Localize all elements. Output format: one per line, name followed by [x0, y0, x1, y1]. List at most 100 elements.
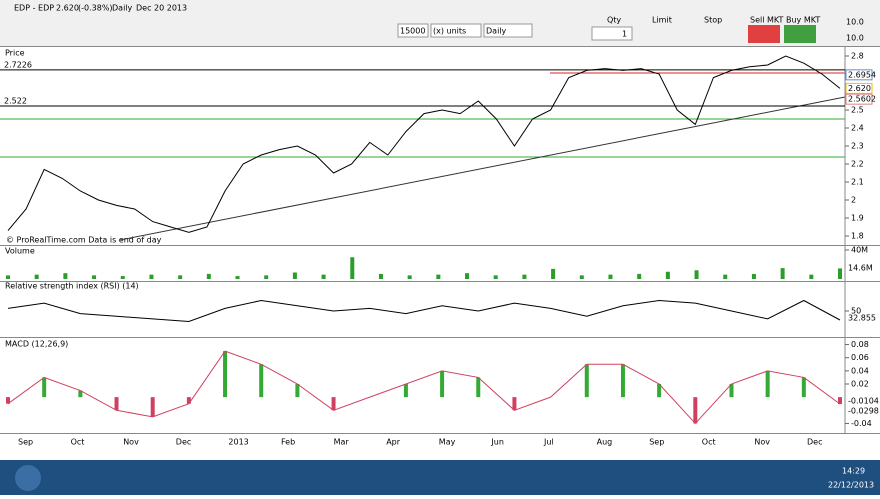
right-field: 10.0 [846, 34, 864, 43]
volume-bar [206, 273, 211, 279]
macd-bar [838, 397, 842, 404]
y-tick-label: 0.06 [851, 353, 869, 362]
x-tick-label: Feb [281, 438, 295, 447]
macd-bar [186, 397, 191, 404]
last-label: 14.6M [848, 264, 873, 273]
volume-bar [178, 275, 183, 279]
y-tick-label: 40M [851, 246, 868, 255]
volume-bar [92, 275, 97, 279]
macd-bar [223, 351, 228, 398]
x-tick-label: Jul [543, 438, 554, 447]
qty-field: 15000 [400, 27, 425, 36]
buy-button[interactable] [784, 25, 816, 43]
last-label: -0.0104 [848, 397, 879, 406]
x-tick-label: Mar [334, 438, 350, 447]
macd-bar [729, 384, 734, 398]
volume-bar [551, 268, 556, 279]
series-line [7, 299, 841, 323]
x-tick-label: Jun [490, 438, 504, 447]
window-title: EDP - EDP [14, 4, 54, 13]
qty-box[interactable] [591, 26, 633, 41]
change: (-0.38%) [78, 4, 113, 13]
volume-bar [34, 274, 39, 279]
y-tick-label: 1.8 [851, 232, 864, 241]
macd-bar [295, 384, 300, 398]
macd-bar [150, 397, 155, 417]
sep [0, 46, 880, 47]
volume-bar [407, 275, 412, 279]
qty-input[interactable] [397, 23, 429, 38]
sell-button[interactable] [748, 25, 780, 43]
clock-date: 22/12/2013 [828, 481, 874, 490]
sep [0, 337, 880, 338]
y-tick-label: 2 [851, 196, 856, 205]
start-button[interactable] [15, 465, 41, 491]
y-tick-label: 2.1 [851, 178, 864, 187]
macd-bar [6, 397, 10, 404]
sep [0, 281, 880, 282]
macd-bar [620, 364, 625, 398]
volume-bar [120, 276, 125, 279]
volume-bar [378, 273, 383, 279]
x-tick-label: Apr [386, 438, 401, 447]
macd-bar [584, 364, 589, 398]
stop-label: Stop [704, 16, 722, 25]
y-tick-label: 2.2 [851, 160, 864, 169]
units-select[interactable] [430, 23, 482, 38]
y-tick-label: 50 [851, 307, 861, 316]
volume-bar [838, 268, 842, 279]
period: Daily [112, 4, 133, 13]
volume-bar [723, 274, 728, 279]
x-tick-label: Dec [807, 438, 822, 447]
timeframe-select[interactable] [483, 23, 533, 38]
copyright: © ProRealTime.com Data is end of day [6, 236, 162, 245]
timeframe: Daily [486, 27, 507, 36]
macd-bar [259, 364, 264, 398]
volume-bar [321, 274, 326, 279]
level-label: 2.7226 [4, 60, 32, 69]
macd-bar [765, 370, 770, 398]
volume-bar [637, 273, 642, 279]
series-line [7, 350, 841, 425]
price-marker-label: 2.5602 [848, 95, 876, 104]
taskbar [0, 460, 880, 495]
volume-bar [63, 273, 68, 279]
volume-bar [780, 268, 785, 279]
macd-bar [657, 384, 662, 398]
date: Dec 20 2013 [136, 4, 187, 13]
trend-line [119, 96, 846, 241]
y-tick-label: 2.3 [851, 142, 864, 151]
volume-bar [264, 275, 269, 279]
x-tick-label: May [439, 438, 456, 447]
macd-bar [42, 377, 47, 398]
y-tick-label: 0.04 [851, 366, 869, 375]
volume-bar [522, 274, 527, 279]
volume-bar [751, 273, 756, 279]
y-tick-label: 2.8 [851, 52, 864, 61]
x-tick-label: Sep [18, 438, 33, 447]
volume-bar [579, 275, 584, 279]
volume-bar [235, 276, 240, 279]
price-marker-label: 2.6954 [848, 70, 876, 79]
volume-bar [694, 270, 699, 279]
y-tick-label: 2.5 [851, 106, 864, 115]
series-line [7, 55, 841, 233]
macd-bar [331, 397, 336, 411]
volume-bar [292, 272, 297, 279]
toolbar-bg [0, 0, 880, 46]
last-label: 32.855 [848, 314, 876, 323]
volume-bar [350, 257, 355, 279]
units: (x) units [433, 27, 466, 36]
macd-bar [512, 397, 517, 411]
right-field: 10.0 [846, 18, 864, 27]
macd-bar [476, 377, 481, 398]
price-marker [845, 69, 873, 81]
volume-bar [149, 274, 154, 279]
x-tick-label: Nov [754, 438, 770, 447]
y-tick-label: 0.02 [851, 380, 869, 389]
clock-time: 14:29 [842, 467, 865, 476]
volume-bar [665, 271, 670, 279]
sep [0, 433, 880, 434]
volume-bar [493, 275, 498, 279]
